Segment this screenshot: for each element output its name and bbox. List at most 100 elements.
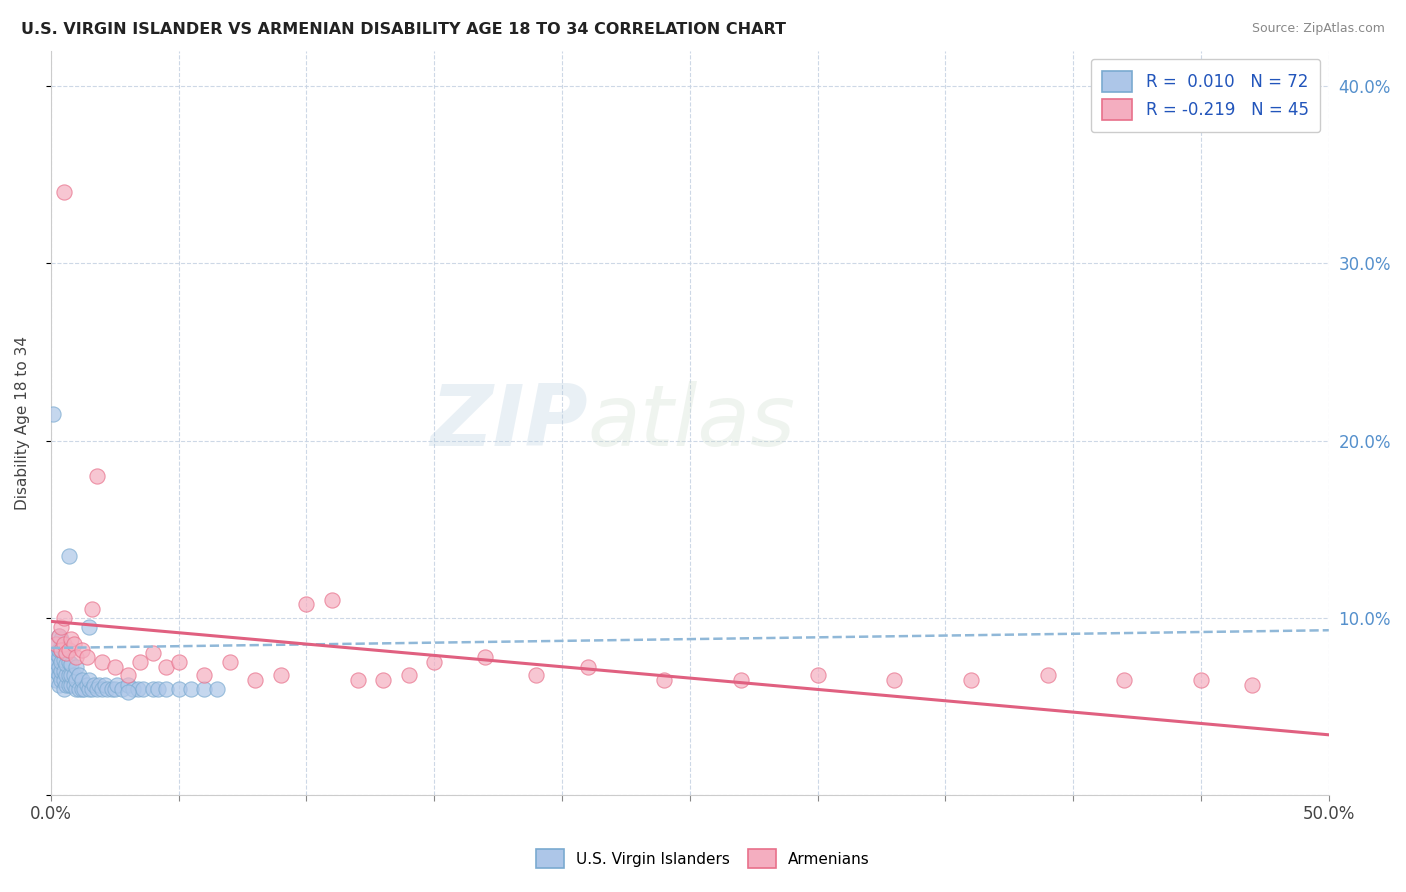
Point — [167, 681, 190, 696]
Point — [60, 667, 83, 681]
Point — [193, 681, 215, 696]
Point — [1114, 673, 1136, 687]
Point — [55, 678, 77, 692]
Point — [48, 660, 70, 674]
Point — [70, 673, 93, 687]
Point — [70, 642, 93, 657]
Text: Source: ZipAtlas.com: Source: ZipAtlas.com — [1251, 22, 1385, 36]
Point — [121, 681, 143, 696]
Point — [49, 664, 72, 678]
Point — [65, 681, 87, 696]
Point — [58, 678, 80, 692]
Point — [104, 681, 127, 696]
Point — [45, 655, 67, 669]
Point — [52, 681, 75, 696]
Point — [111, 681, 134, 696]
Point — [117, 685, 139, 699]
Point — [49, 673, 72, 687]
Point — [65, 660, 87, 674]
Point — [270, 667, 292, 681]
Point — [155, 681, 177, 696]
Point — [245, 673, 267, 687]
Text: ZIP: ZIP — [430, 382, 588, 465]
Point — [807, 667, 830, 681]
Point — [65, 673, 87, 687]
Point — [80, 681, 103, 696]
Point — [52, 673, 75, 687]
Point — [83, 678, 105, 692]
Point — [49, 620, 72, 634]
Point — [55, 646, 77, 660]
Point — [42, 660, 65, 674]
Point — [96, 681, 118, 696]
Point — [1241, 678, 1264, 692]
Point — [67, 681, 90, 696]
Point — [104, 660, 127, 674]
Point — [76, 649, 98, 664]
Point — [180, 681, 202, 696]
Legend: R =  0.010   N = 72, R = -0.219   N = 45: R = 0.010 N = 72, R = -0.219 N = 45 — [1091, 59, 1320, 132]
Point — [295, 597, 318, 611]
Point — [73, 681, 96, 696]
Point — [321, 593, 343, 607]
Text: atlas: atlas — [588, 382, 796, 465]
Point — [142, 646, 165, 660]
Point — [58, 655, 80, 669]
Point — [1036, 667, 1059, 681]
Point — [52, 642, 75, 657]
Point — [67, 667, 90, 681]
Point — [48, 629, 70, 643]
Point — [86, 469, 108, 483]
Point — [48, 642, 70, 657]
Point — [55, 657, 77, 671]
Point — [142, 681, 165, 696]
Point — [48, 667, 70, 681]
Point — [1189, 673, 1212, 687]
Point — [86, 681, 108, 696]
Point — [193, 667, 215, 681]
Point — [63, 637, 86, 651]
Point — [474, 649, 496, 664]
Text: U.S. VIRGIN ISLANDER VS ARMENIAN DISABILITY AGE 18 TO 34 CORRELATION CHART: U.S. VIRGIN ISLANDER VS ARMENIAN DISABIL… — [21, 22, 786, 37]
Point — [155, 660, 177, 674]
Point — [883, 673, 905, 687]
Point — [526, 667, 548, 681]
Point — [398, 667, 420, 681]
Point — [89, 678, 111, 692]
Point — [58, 549, 80, 563]
Point — [101, 681, 124, 696]
Point — [45, 673, 67, 687]
Point — [117, 678, 139, 692]
Point — [52, 186, 75, 200]
Point — [205, 681, 228, 696]
Point — [45, 646, 67, 660]
Point — [423, 655, 446, 669]
Legend: U.S. Virgin Islanders, Armenians: U.S. Virgin Islanders, Armenians — [529, 841, 877, 875]
Point — [49, 642, 72, 657]
Point — [371, 673, 394, 687]
Point — [63, 678, 86, 692]
Point — [42, 649, 65, 664]
Point — [60, 678, 83, 692]
Point — [49, 632, 72, 646]
Point — [52, 664, 75, 678]
Point — [148, 681, 170, 696]
Point — [45, 664, 67, 678]
Point — [77, 681, 100, 696]
Point — [76, 678, 98, 692]
Point — [48, 678, 70, 692]
Point — [60, 657, 83, 671]
Point — [117, 667, 139, 681]
Point — [48, 649, 70, 664]
Point — [730, 673, 752, 687]
Point — [45, 637, 67, 651]
Point — [77, 620, 100, 634]
Point — [49, 642, 72, 657]
Point — [60, 632, 83, 646]
Point — [48, 629, 70, 643]
Point — [52, 637, 75, 651]
Point — [127, 681, 149, 696]
Point — [58, 667, 80, 681]
Point — [346, 673, 368, 687]
Point — [70, 681, 93, 696]
